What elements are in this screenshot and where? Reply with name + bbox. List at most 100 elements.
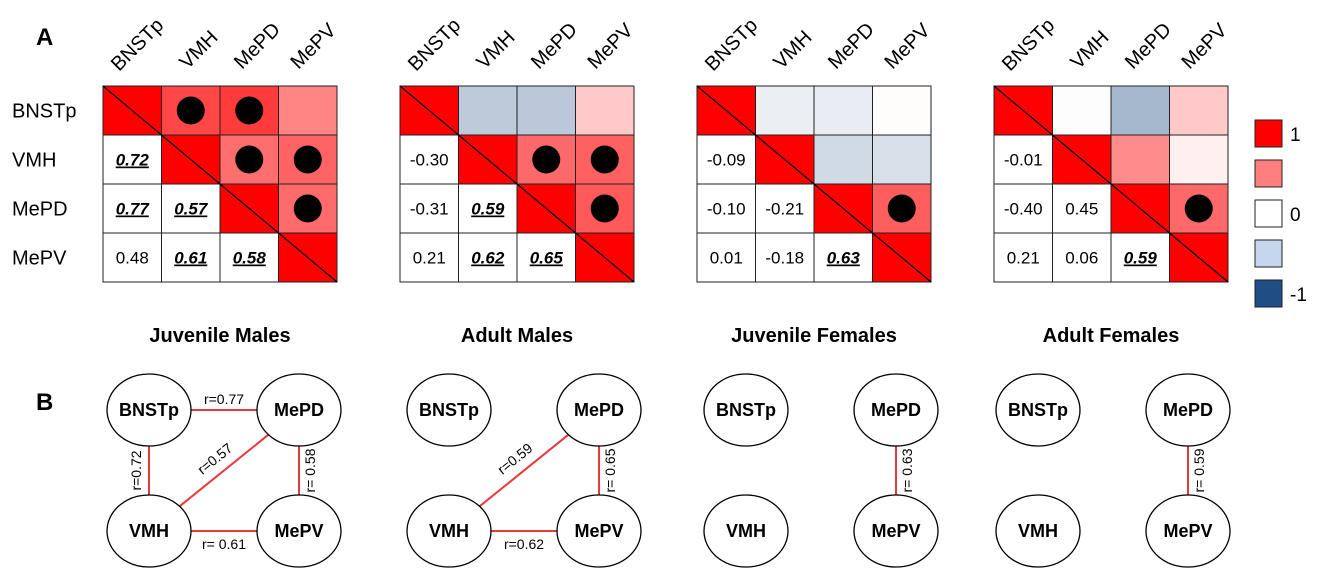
column-label: MePD — [527, 19, 582, 74]
lower-value-cell — [1052, 232, 1112, 283]
node-label: MePD — [871, 400, 921, 420]
row-label: VMH — [12, 150, 56, 172]
group-title: Juvenile Males — [149, 325, 290, 347]
lower-value-cell — [755, 232, 815, 283]
correlation-value: 0.21 — [413, 249, 446, 268]
network-1: r=0.59 r= 0.65 r=0.62 BNSTp VMH MePD MePV — [406, 373, 642, 568]
upper-color-cell — [516, 85, 576, 136]
diagonal-slash — [755, 134, 815, 185]
node-label: BNSTp — [419, 400, 479, 420]
correlation-value: -0.31 — [410, 200, 449, 219]
edge-label: r= 0.65 — [602, 448, 618, 492]
node-bnstp — [703, 373, 789, 447]
legend-swatch — [1254, 239, 1283, 268]
diagonal-slash — [1169, 232, 1229, 283]
node-mepv — [256, 494, 342, 568]
column-label: MePD — [824, 19, 879, 74]
column-label: BNSTp — [404, 14, 465, 75]
column-label: MePD — [230, 19, 285, 74]
node-label: MePD — [574, 400, 624, 420]
upper-color-cell — [1052, 85, 1112, 136]
significance-dot — [590, 145, 619, 174]
correlation-value: 0.57 — [174, 200, 209, 219]
legend-label: 1 — [1290, 125, 1301, 146]
color-scale-legend: 1 0 -1 — [1254, 119, 1307, 308]
upper-color-cell — [813, 134, 873, 185]
correlation-value: 0.72 — [116, 151, 150, 170]
node-mepd — [556, 373, 642, 447]
diagonal-slash — [278, 232, 338, 283]
upper-color-cell — [813, 85, 873, 136]
correlation-value: 0.61 — [174, 249, 207, 268]
correlation-value: -0.09 — [707, 151, 746, 170]
lower-value-cell — [1110, 232, 1170, 283]
node-label: BNSTp — [716, 400, 776, 420]
upper-color-cell — [1110, 85, 1170, 136]
significance-dot — [1184, 194, 1213, 223]
upper-color-cell — [755, 85, 815, 136]
legend-label: -1 — [1290, 285, 1307, 306]
correlation-value: -0.10 — [707, 200, 746, 219]
column-label: BNSTp — [998, 14, 1059, 75]
edge-label: r=0.59 — [494, 440, 535, 478]
correlation-value: 0.63 — [827, 249, 861, 268]
matrix-1: BNSTp VMH MePD MePV -0.30 -0.31 0.59 0.21 0.62 0.… — [399, 14, 638, 347]
correlation-value: 0.65 — [530, 249, 564, 268]
network-0: r=0.77 r=0.72 r=0.57 r= 0.58 r= 0.61 BNSTp VMH… — [106, 373, 342, 568]
correlation-value: 0.45 — [1065, 200, 1098, 219]
column-label: VMH — [472, 27, 519, 74]
row-label: MePD — [12, 199, 68, 221]
diagonal-slash — [458, 134, 518, 185]
node-vmh — [406, 494, 492, 568]
row-label: BNSTp — [12, 101, 76, 123]
diagonal-slash — [161, 134, 221, 185]
column-label: MePV — [286, 19, 341, 74]
column-label: MePD — [1121, 19, 1176, 74]
correlation-value: 0.77 — [116, 200, 151, 219]
network-2: r= 0.63 BNSTp VMH MePD MePV — [703, 373, 939, 568]
diagonal-slash — [102, 85, 162, 136]
legend-swatch — [1254, 119, 1283, 148]
panel-letter-b: B — [36, 389, 53, 416]
diagonal-slash — [696, 85, 756, 136]
legend-swatch — [1254, 159, 1283, 188]
node-mepv — [556, 494, 642, 568]
lower-value-cell — [755, 183, 815, 234]
edge-label: r= 0.58 — [302, 448, 318, 492]
node-label: VMH — [726, 521, 766, 541]
panel-letter-a: A — [36, 24, 53, 51]
diagonal-slash — [1052, 134, 1112, 185]
correlation-value: 0.48 — [116, 249, 149, 268]
edge-label: r=0.72 — [128, 450, 144, 490]
correlation-value: 0.06 — [1065, 249, 1098, 268]
matrix-0: BNSTp VMH MePD MePVBNSTpVMHMePDMePV0.720.77… — [12, 14, 341, 347]
node-bnstp — [406, 373, 492, 447]
node-label: VMH — [129, 521, 169, 541]
node-mepd — [853, 373, 939, 447]
edge-label: r=0.62 — [504, 536, 544, 552]
correlation-value: 0.59 — [1124, 249, 1158, 268]
correlation-value: -0.18 — [765, 249, 804, 268]
correlation-value: -0.30 — [410, 151, 449, 170]
lower-value-cell — [161, 232, 221, 283]
row-label: MePV — [12, 248, 67, 270]
lower-value-cell — [458, 232, 518, 283]
column-label: BNSTp — [701, 14, 762, 75]
node-mepv — [853, 494, 939, 568]
lower-value-cell — [219, 232, 279, 283]
edge-label: r=0.77 — [204, 391, 244, 407]
edge-label: r= 0.61 — [202, 536, 246, 552]
correlation-value: 0.58 — [233, 249, 267, 268]
column-label: BNSTp — [107, 14, 168, 75]
node-label: MePD — [274, 400, 324, 420]
edge-label: r=0.57 — [194, 440, 235, 478]
diagonal-slash — [399, 85, 459, 136]
diagonal-slash — [219, 183, 279, 234]
edge-label: r= 0.63 — [899, 448, 915, 492]
lower-value-cell — [993, 232, 1053, 283]
node-label: VMH — [1018, 521, 1058, 541]
node-label: BNSTp — [1008, 400, 1068, 420]
node-label: MePV — [871, 521, 920, 541]
legend-label: 0 — [1290, 205, 1301, 226]
